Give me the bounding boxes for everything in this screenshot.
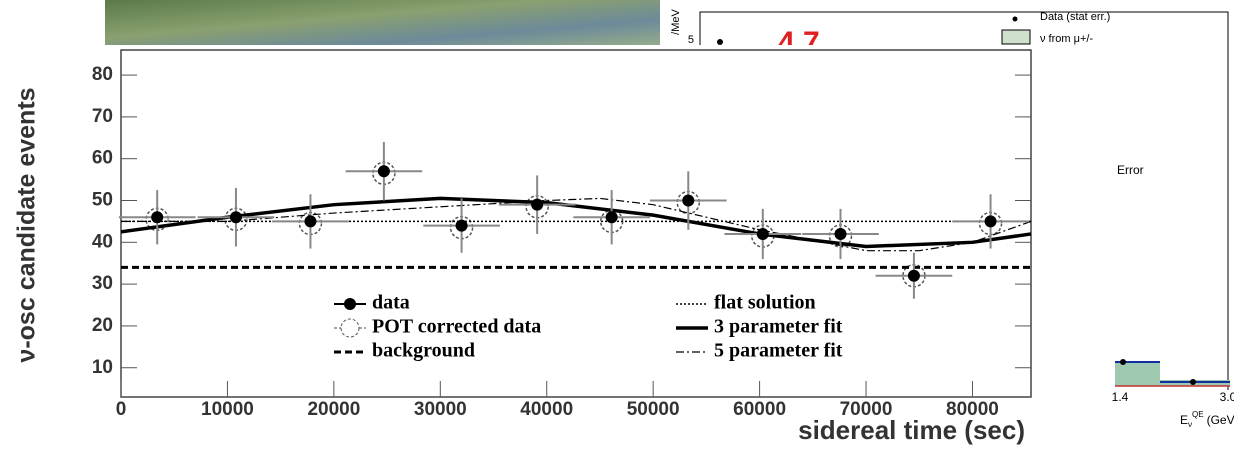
fragment-marker (717, 39, 723, 45)
x-tick-label: 20000 (307, 399, 360, 420)
x-tick-label: 0 (116, 399, 127, 420)
x-tick-label: 80000 (946, 399, 999, 420)
y-tick-label: 40 (92, 231, 113, 252)
fragment-text: 5 (688, 34, 694, 46)
y-tick-label: 10 (92, 357, 113, 378)
x-tick-label: 40000 (520, 399, 573, 420)
x-tick-label: 70000 (840, 399, 893, 420)
top-right-panel (660, 0, 1234, 50)
data-point (304, 215, 317, 228)
data-point (455, 219, 468, 232)
x-tick-label: 30000 (414, 399, 467, 420)
fragment-axis-label: EνQE(GeV) (1180, 410, 1234, 429)
y-tick-label: 80 (92, 64, 113, 85)
data-point (377, 165, 390, 178)
fragment-text: /MeV (670, 9, 682, 35)
data-point (984, 215, 997, 228)
x-tick-label: 10000 (201, 399, 254, 420)
fragment-text: Data (stat err.) (1040, 11, 1110, 23)
y-tick-label: 30 (92, 273, 113, 294)
fit-line (121, 197, 1032, 252)
legend-label: 5 parameter fit (714, 340, 843, 362)
y-axis-label: ν-osc candidate events (13, 87, 41, 362)
data-point (756, 227, 769, 240)
legend-label: data (372, 292, 410, 314)
fragment-bar (1115, 362, 1160, 386)
data-point (605, 211, 618, 224)
data-point (834, 227, 847, 240)
fragment-text: (GeV) (1207, 413, 1234, 427)
data-point (907, 269, 920, 282)
fragment-text: 1.4 (1112, 390, 1129, 404)
y-tick-label: 50 (92, 190, 113, 211)
fragment-text: E (1180, 413, 1188, 427)
fragment-text: ν (1188, 420, 1192, 429)
fragment-swatch (1001, 29, 1031, 45)
legend-label: POT corrected data (372, 316, 541, 338)
fragment-marker (1012, 16, 1018, 22)
x-tick-label: 50000 (627, 399, 680, 420)
fragment-marker (1190, 379, 1196, 385)
y-tick-label: 70 (92, 106, 113, 127)
fit-line (120, 196, 1032, 249)
legend-label: background (372, 340, 475, 362)
plot-frame (120, 49, 1032, 398)
legend-symbol (340, 318, 360, 338)
data-point (531, 198, 544, 211)
aerial-photo (105, 0, 665, 48)
legend-label: flat solution (714, 292, 816, 314)
y-tick-label: 20 (92, 315, 113, 336)
legend-symbol (344, 298, 356, 310)
fragment-text: QE (1192, 410, 1204, 419)
fragment-text: ν from μ+/- (1040, 33, 1093, 45)
data-point (682, 194, 695, 207)
x-tick-label: 60000 (733, 399, 786, 420)
fragment-text: 3.0 (1220, 390, 1234, 404)
fragment-marker (1120, 359, 1126, 365)
x-axis-label: sidereal time (sec) (798, 415, 1025, 445)
data-point (229, 211, 242, 224)
fragment-text: Error (1117, 163, 1144, 177)
legend-label: 3 parameter fit (714, 316, 843, 338)
data-point (151, 211, 164, 224)
y-tick-label: 60 (92, 148, 113, 169)
right-panel (1040, 50, 1234, 449)
